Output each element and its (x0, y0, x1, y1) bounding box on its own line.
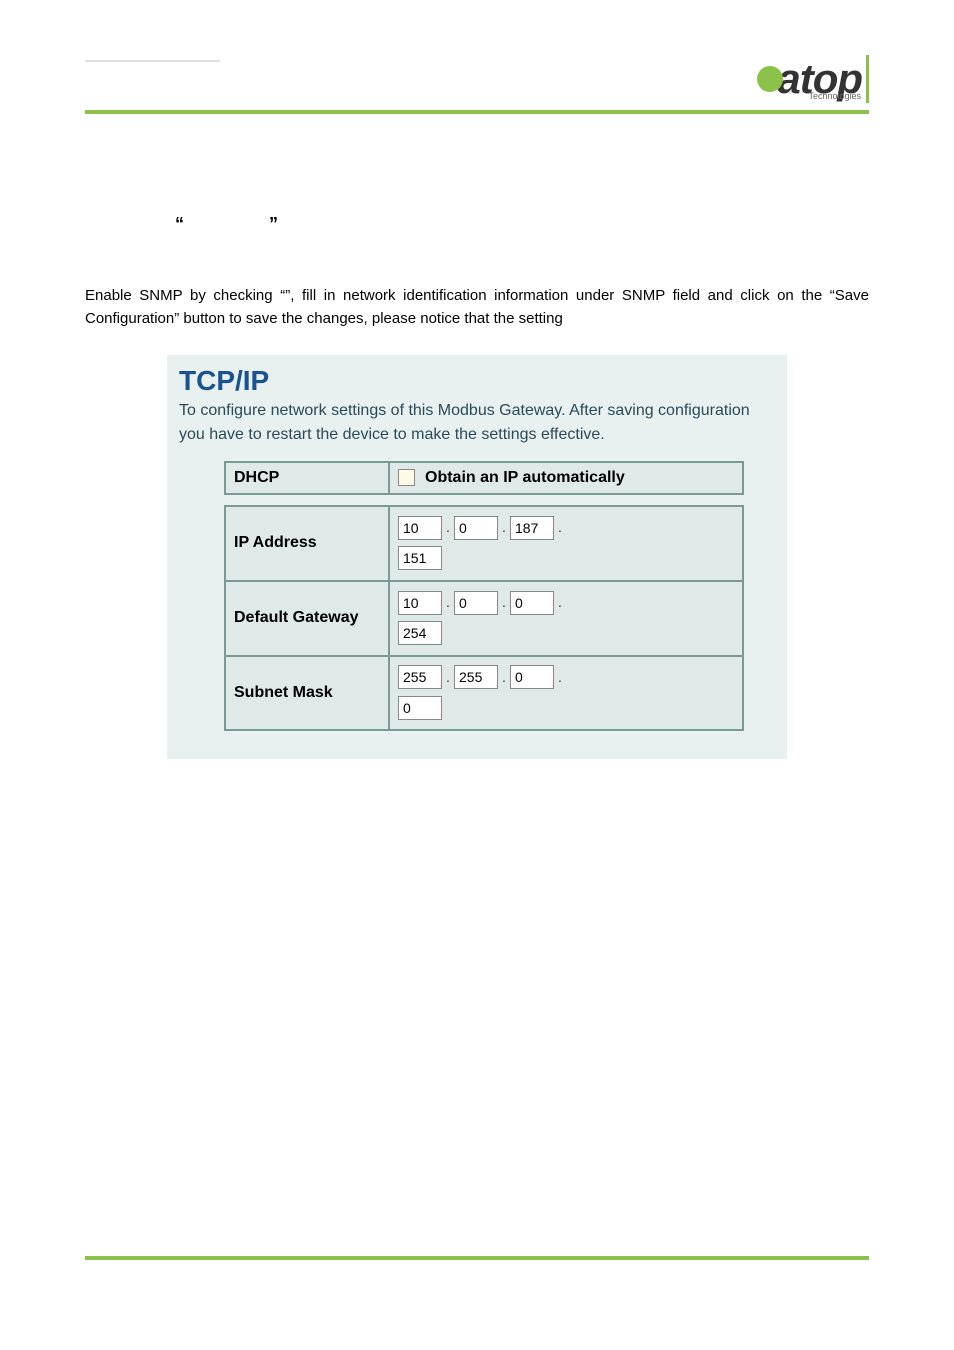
panel-description: To configure network settings of this Mo… (179, 399, 775, 447)
left-quote: “ (175, 214, 184, 234)
dot-icon: . (442, 514, 454, 541)
subnet-row: Subnet Mask ... (225, 656, 743, 731)
subnet-value-cell: ... (389, 656, 743, 731)
logo-border-icon (866, 55, 869, 103)
gateway-value-cell: ... (389, 581, 743, 656)
dot-icon: . (442, 589, 454, 616)
gw-octet-4[interactable] (398, 621, 442, 645)
body-pre: Enable SNMP by checking “ (85, 287, 285, 304)
gw-octet-3[interactable] (510, 591, 554, 615)
dhcp-row: DHCP Obtain an IP automatically (225, 462, 743, 494)
dot-icon: . (554, 589, 566, 616)
dot-icon: . (442, 664, 454, 691)
header-underline (85, 60, 220, 62)
ip-octet-2[interactable] (454, 516, 498, 540)
dot-icon: . (498, 664, 510, 691)
dhcp-label: DHCP (225, 462, 389, 494)
ip-octet-4[interactable] (398, 546, 442, 570)
bottom-divider (85, 1256, 869, 1260)
ip-address-row: IP Address ... (225, 506, 743, 581)
sn-octet-2[interactable] (454, 665, 498, 689)
dot-icon: . (498, 514, 510, 541)
quote-marks: “ ” (175, 214, 869, 235)
gw-octet-1[interactable] (398, 591, 442, 615)
ip-octet-1[interactable] (398, 516, 442, 540)
network-table: IP Address ... Default Gateway ... (224, 505, 744, 731)
body-paragraph: Enable SNMP by checking “”, fill in netw… (85, 285, 869, 330)
dhcp-checkbox[interactable] (398, 469, 415, 486)
sn-octet-1[interactable] (398, 665, 442, 689)
gateway-row: Default Gateway ... (225, 581, 743, 656)
subnet-label: Subnet Mask (225, 656, 389, 731)
ip-octet-3[interactable] (510, 516, 554, 540)
ip-address-value-cell: ... (389, 506, 743, 581)
ip-address-label: IP Address (225, 506, 389, 581)
tcpip-panel: TCP/IP To configure network settings of … (167, 355, 787, 759)
config-tables: DHCP Obtain an IP automatically IP Addre… (224, 461, 744, 731)
sn-octet-3[interactable] (510, 665, 554, 689)
panel-title: TCP/IP (179, 365, 775, 397)
logo-subtext: Technologies (808, 91, 861, 101)
right-quote: ” (269, 214, 278, 234)
gw-octet-2[interactable] (454, 591, 498, 615)
dhcp-table: DHCP Obtain an IP automatically (224, 461, 744, 495)
dot-icon: . (498, 589, 510, 616)
gateway-label: Default Gateway (225, 581, 389, 656)
dhcp-value-cell: Obtain an IP automatically (389, 462, 743, 494)
dot-icon: . (554, 514, 566, 541)
sn-octet-4[interactable] (398, 696, 442, 720)
dot-icon: . (554, 664, 566, 691)
logo: atop Technologies (757, 55, 869, 103)
dhcp-text: Obtain an IP automatically (425, 469, 625, 486)
top-divider (85, 110, 869, 114)
